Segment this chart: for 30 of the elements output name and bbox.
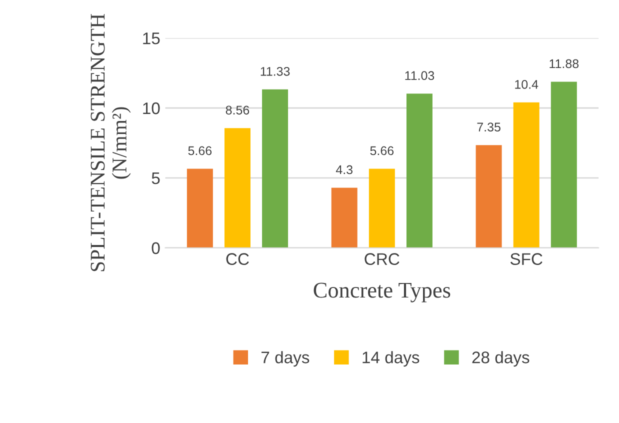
bar <box>513 102 540 248</box>
data-label: 5.66 <box>188 146 212 156</box>
legend-label: 28 days <box>472 351 530 367</box>
bar <box>550 82 577 248</box>
bar <box>262 89 288 248</box>
data-label: 11.33 <box>260 66 290 76</box>
y-tick-label: 0 <box>152 242 160 254</box>
data-label: 8.56 <box>226 106 250 115</box>
y-tick-label: 10 <box>143 102 160 114</box>
y-axis-title: SPLIT-TENSILE STRENGTH (N/mm²) <box>90 14 131 272</box>
bar <box>406 94 432 248</box>
bar <box>186 168 213 248</box>
data-label: 11.03 <box>405 71 434 80</box>
x-tick-label: CRC <box>364 253 400 265</box>
legend-label: 14 days <box>362 351 420 367</box>
bar <box>331 188 358 248</box>
y-tick-label: 15 <box>143 32 160 44</box>
bar <box>224 128 250 248</box>
bar <box>476 145 502 248</box>
x-tick-label: CC <box>226 253 249 265</box>
data-label: 7.35 <box>477 122 500 132</box>
bar <box>368 168 395 248</box>
legend-label: 7 days <box>262 351 310 367</box>
data-label: 11.88 <box>550 59 579 68</box>
x-tick-label: SFC <box>510 253 542 265</box>
x-axis-title: Concrete Types <box>314 282 450 302</box>
data-label: 4.3 <box>336 165 353 174</box>
y-tick-label: 5 <box>152 172 160 184</box>
data-label: 10.4 <box>515 80 538 89</box>
data-label: 5.66 <box>370 146 394 156</box>
